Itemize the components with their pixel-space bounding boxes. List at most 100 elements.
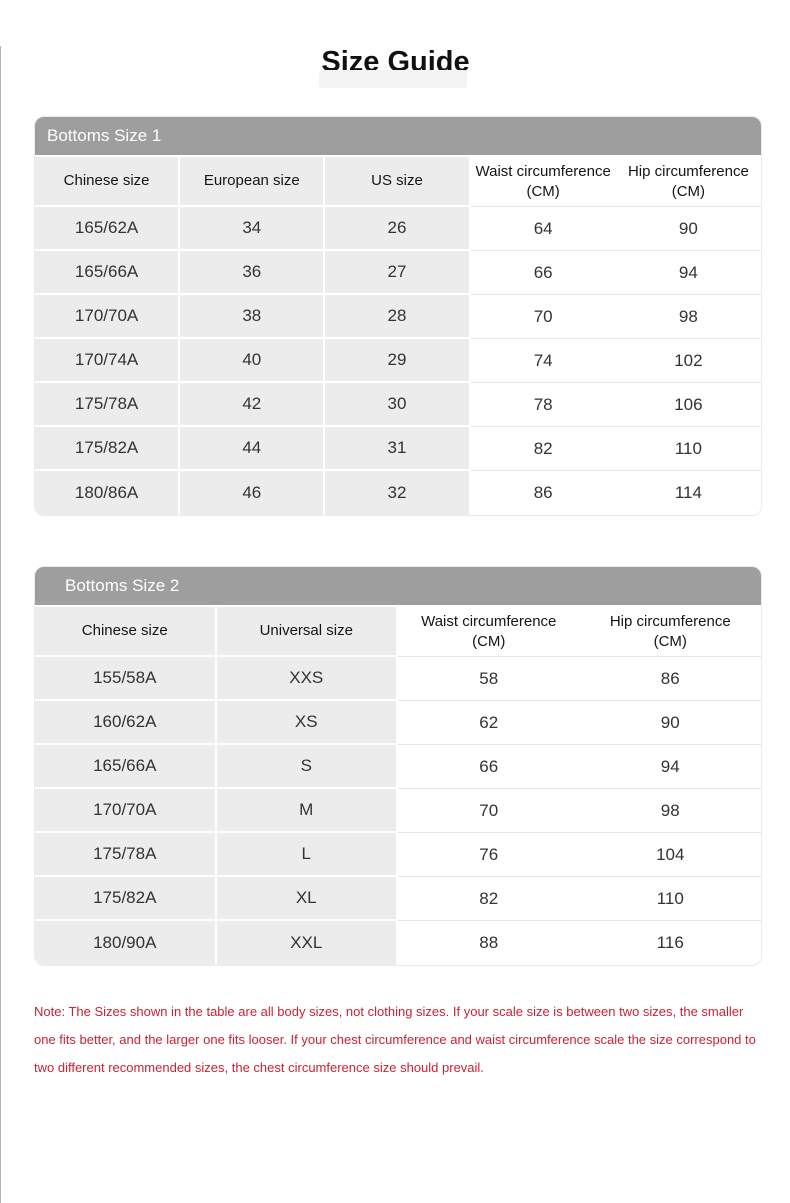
column-header: US size xyxy=(325,157,471,207)
bottoms-size-2-table: Bottoms Size 2 Chinese size Universal size… xyxy=(34,566,762,966)
column-header: Universal size xyxy=(216,607,398,657)
size-table: Chinese size European size US size Waist ci… xyxy=(35,157,761,515)
table-cell: 90 xyxy=(615,207,761,251)
table-cell: 175/78A xyxy=(35,383,181,427)
table-cell: 94 xyxy=(579,745,761,789)
table-cell: 90 xyxy=(579,701,761,745)
table-row: 175/78A 42 30 78 106 xyxy=(35,383,761,427)
table-cell: 155/58A xyxy=(35,657,217,701)
size-guide-page: { "page": { "title": "Size Guide" }, "ta… xyxy=(0,46,790,1203)
table-cell: 82 xyxy=(398,877,580,921)
table-header-row: Chinese size Universal size Waist circumfe… xyxy=(35,607,761,657)
table-cell: 110 xyxy=(579,877,761,921)
table-title-bar: Bottoms Size 2 xyxy=(35,567,761,607)
table-cell: 62 xyxy=(398,701,580,745)
column-header: Chinese size xyxy=(35,607,217,657)
table-cell: 98 xyxy=(579,789,761,833)
table-cell: 66 xyxy=(470,251,616,295)
table-cell: 44 xyxy=(180,427,326,471)
table-cell: 86 xyxy=(579,657,761,701)
table-cell: 76 xyxy=(398,833,580,877)
table-cell: 94 xyxy=(615,251,761,295)
table-cell: 104 xyxy=(579,833,761,877)
table-cell: 86 xyxy=(470,471,616,515)
table-cell: 36 xyxy=(180,251,326,295)
table-cell: 170/70A xyxy=(35,789,217,833)
table-cell: 175/78A xyxy=(35,833,217,877)
table-cell: 82 xyxy=(470,427,616,471)
table-cell: 116 xyxy=(579,921,761,965)
column-header: Waist circumference (CM) xyxy=(470,157,616,207)
table-cell: XXS xyxy=(216,657,398,701)
table-cell: 26 xyxy=(325,207,471,251)
table-row: 175/82A 44 31 82 110 xyxy=(35,427,761,471)
table-row: 180/90A XXL 88 116 xyxy=(35,921,761,965)
table-cell: 32 xyxy=(325,471,471,515)
table-cell: 70 xyxy=(398,789,580,833)
table-row: 180/86A 46 32 86 114 xyxy=(35,471,761,515)
table-cell: 30 xyxy=(325,383,471,427)
table-row: 175/82A XL 82 110 xyxy=(35,877,761,921)
table-header-row: Chinese size European size US size Waist ci… xyxy=(35,157,761,207)
note-text: Note: The Sizes shown in the table are a… xyxy=(34,998,762,1082)
table-cell: 74 xyxy=(470,339,616,383)
table-cell: 114 xyxy=(615,471,761,515)
table-cell: 64 xyxy=(470,207,616,251)
table-cell: 165/66A xyxy=(35,251,181,295)
table-cell: 46 xyxy=(180,471,326,515)
table-cell: L xyxy=(216,833,398,877)
table-cell: 34 xyxy=(180,207,326,251)
table-cell: 66 xyxy=(398,745,580,789)
table-cell: 160/62A xyxy=(35,701,217,745)
table-cell: XS xyxy=(216,701,398,745)
table-cell: 31 xyxy=(325,427,471,471)
table-row: 165/66A S 66 94 xyxy=(35,745,761,789)
note-line: one fits better, and the larger one fits… xyxy=(34,1032,756,1047)
table-cell: 170/74A xyxy=(35,339,181,383)
column-header: Chinese size xyxy=(35,157,181,207)
table-cell: 106 xyxy=(615,383,761,427)
table-cell: 102 xyxy=(615,339,761,383)
table-row: 170/70A 38 28 70 98 xyxy=(35,295,761,339)
table-row: 155/58A XXS 58 86 xyxy=(35,657,761,701)
table-row: 165/66A 36 27 66 94 xyxy=(35,251,761,295)
table-row: 175/78A L 76 104 xyxy=(35,833,761,877)
table-title-bar: Bottoms Size 1 xyxy=(35,117,761,157)
table-cell: 28 xyxy=(325,295,471,339)
table-cell: 180/90A xyxy=(35,921,217,965)
table-cell: 42 xyxy=(180,383,326,427)
table-cell: 29 xyxy=(325,339,471,383)
table-cell: 78 xyxy=(470,383,616,427)
table-cell: M xyxy=(216,789,398,833)
table-row: 170/74A 40 29 74 102 xyxy=(35,339,761,383)
table-cell: 170/70A xyxy=(35,295,181,339)
table-cell: 88 xyxy=(398,921,580,965)
watermark-smudge xyxy=(319,70,467,88)
table-cell: 98 xyxy=(615,295,761,339)
note-line: Note: The Sizes shown in the table are a… xyxy=(34,1004,744,1019)
table-cell: 58 xyxy=(398,657,580,701)
table-cell: S xyxy=(216,745,398,789)
table-cell: 165/66A xyxy=(35,745,217,789)
column-header: Hip circumference (CM) xyxy=(615,157,761,207)
table-cell: 38 xyxy=(180,295,326,339)
table-cell: 165/62A xyxy=(35,207,181,251)
column-header: European size xyxy=(180,157,326,207)
table-cell: 40 xyxy=(180,339,326,383)
table-cell: XL xyxy=(216,877,398,921)
column-header: Waist circumference (CM) xyxy=(398,607,580,657)
column-header: Hip circumference (CM) xyxy=(579,607,761,657)
table-cell: 110 xyxy=(615,427,761,471)
table-row: 170/70A M 70 98 xyxy=(35,789,761,833)
table-cell: 180/86A xyxy=(35,471,181,515)
table-cell: XXL xyxy=(216,921,398,965)
bottoms-size-1-table: Bottoms Size 1 Chinese size European size U… xyxy=(34,116,762,516)
note-line: two different recommended sizes, the che… xyxy=(34,1060,484,1075)
table-cell: 175/82A xyxy=(35,877,217,921)
table-row: 160/62A XS 62 90 xyxy=(35,701,761,745)
table-cell: 70 xyxy=(470,295,616,339)
table-row: 165/62A 34 26 64 90 xyxy=(35,207,761,251)
table-cell: 27 xyxy=(325,251,471,295)
size-table: Chinese size Universal size Waist circumfe… xyxy=(35,607,761,965)
table-cell: 175/82A xyxy=(35,427,181,471)
